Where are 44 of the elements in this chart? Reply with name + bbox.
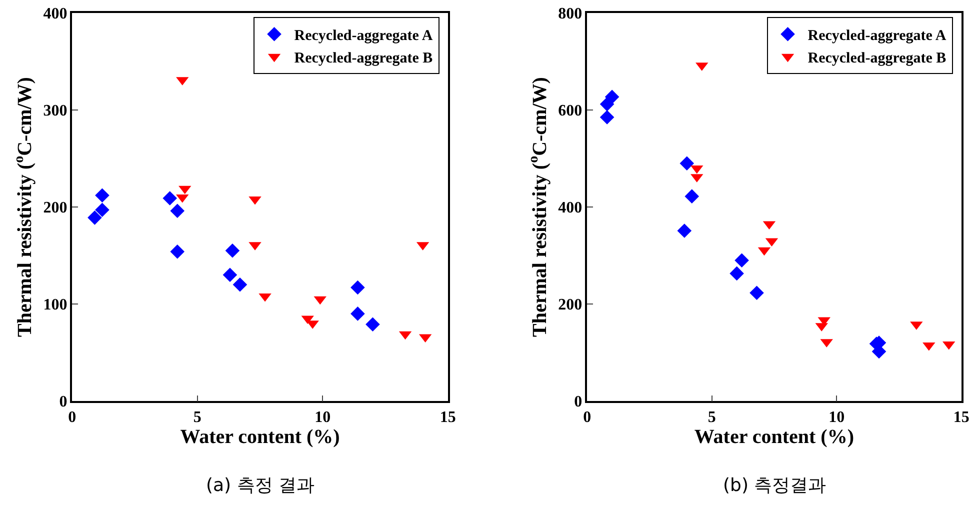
point	[88, 210, 102, 225]
point	[170, 204, 185, 218]
x-tick-label: 5	[708, 408, 716, 426]
y-tick-label: 100	[43, 296, 68, 314]
point	[366, 317, 380, 332]
x-tick-label: 10	[828, 408, 845, 426]
point	[680, 156, 694, 170]
point	[684, 189, 700, 204]
text: (b) 측정결과	[723, 475, 826, 496]
y-tick-label: 0	[59, 394, 68, 411]
x-tick-label: 15	[953, 408, 970, 426]
point	[222, 268, 238, 282]
point	[350, 280, 365, 295]
legend-label: Recycled-aggregate B	[294, 50, 433, 66]
point	[350, 306, 365, 321]
legend-label: Recycled-aggregate B	[808, 50, 946, 66]
point	[600, 110, 614, 124]
point	[95, 188, 110, 203]
point	[95, 202, 110, 218]
y-tick-label: 600	[558, 102, 582, 120]
point	[162, 191, 178, 206]
point	[170, 244, 185, 259]
legend-label: Recycled-aggregate A	[808, 28, 946, 44]
y-tick-label: 400	[43, 6, 68, 23]
x-tick-label: 10	[314, 408, 331, 426]
text: (a) 측정 결과	[206, 475, 315, 496]
point	[730, 266, 744, 281]
x-tick-label: 5	[193, 408, 202, 426]
point	[225, 244, 240, 258]
x-axis-title: Water content (%)	[694, 426, 854, 448]
legend-label: Recycled-aggregate A	[294, 28, 433, 44]
y-tick-label: 0	[574, 394, 582, 411]
x-axis-title: Water content (%)	[180, 426, 340, 448]
y-tick-label: 400	[558, 200, 582, 217]
point	[232, 277, 248, 292]
y-tick-label: 300	[43, 102, 68, 120]
point	[677, 224, 692, 238]
y-tick-label: 200	[558, 296, 582, 314]
x-tick-label: 15	[440, 408, 456, 426]
y-tick-label: 200	[43, 200, 68, 217]
point	[604, 90, 620, 104]
point	[734, 253, 749, 268]
y-tick-label: 800	[558, 6, 582, 23]
point	[750, 286, 764, 300]
